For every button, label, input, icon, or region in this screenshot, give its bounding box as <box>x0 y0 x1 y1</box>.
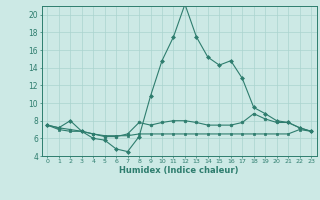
X-axis label: Humidex (Indice chaleur): Humidex (Indice chaleur) <box>119 166 239 175</box>
